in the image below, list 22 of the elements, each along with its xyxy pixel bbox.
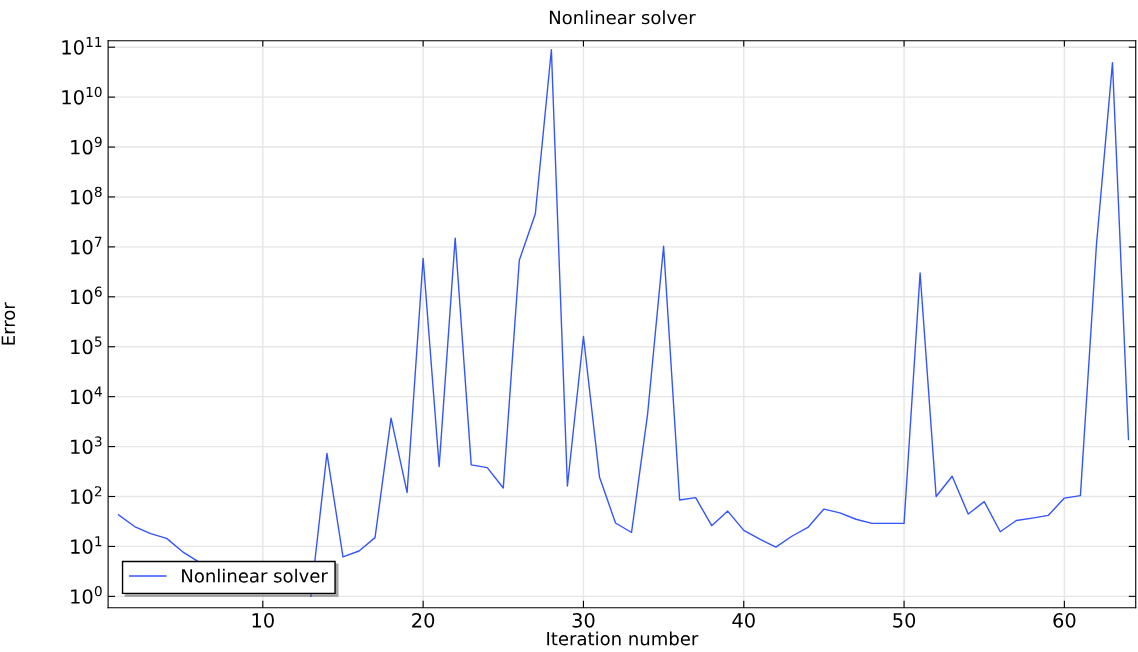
x-tick-label: 10	[252, 613, 274, 628]
y-tick-label: 10$^{5}$	[71, 336, 102, 355]
y-tick-label: 10$^{0}$	[71, 586, 102, 604]
x-axis-title: Iteration number	[547, 631, 699, 646]
chart-title: Nonlinear solver	[549, 10, 696, 25]
legend-label: Nonlinear solver	[182, 568, 328, 583]
y-tick-label: 10$^{7}$	[71, 236, 102, 255]
x-tick-label: 40	[732, 613, 755, 628]
y-axis-title: Error	[1, 302, 16, 345]
x-tick-label: 30	[572, 613, 595, 628]
y-tick-label: 10$^{10}$	[62, 86, 102, 105]
y-tick-label: 10$^{8}$	[71, 186, 102, 205]
y-tick-label: 10$^{11}$	[62, 37, 102, 55]
x-tick-label: 60	[1053, 613, 1076, 628]
y-tick-label: 10$^{1}$	[71, 536, 102, 554]
y-tick-label: 10$^{6}$	[71, 286, 102, 305]
y-tick-label: 10$^{4}$	[71, 386, 102, 405]
x-tick-label: 20	[412, 613, 435, 628]
x-tick-label: 50	[893, 613, 916, 628]
y-tick-label: 10$^{2}$	[71, 486, 102, 505]
y-tick-label: 10$^{3}$	[71, 436, 102, 455]
y-tick-label: 10$^{9}$	[71, 136, 102, 155]
